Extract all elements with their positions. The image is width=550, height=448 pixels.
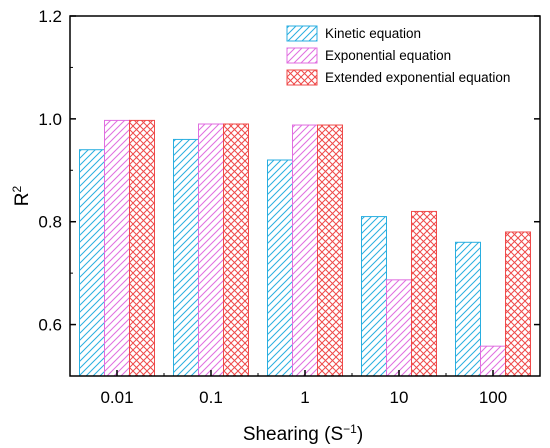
x-axis-title-superscript: −1 — [343, 422, 357, 436]
bar-exponential-equation-10 — [386, 279, 412, 377]
y-tick-label: 0.8 — [38, 213, 62, 232]
legend-label: Exponential equation — [325, 48, 451, 63]
y-axis-title-superscript: 2 — [10, 185, 24, 192]
bar-kinetic-equation-100 — [455, 241, 481, 377]
x-axis-title-suffix: ) — [357, 424, 363, 445]
y-tick-label: 0.6 — [38, 316, 62, 335]
legend-label: Kinetic equation — [325, 26, 421, 41]
x-axis: 0.01 0.1 1 10 100 — [100, 370, 507, 407]
bars-layer — [79, 119, 531, 377]
bar-extended-exponential-equation-0.01 — [129, 119, 155, 377]
x-tick-label: 10 — [390, 388, 409, 407]
y-axis-title: R2 — [10, 185, 33, 206]
bar-extended-exponential-equation-10 — [411, 210, 437, 377]
x-tick-label: 100 — [479, 388, 507, 407]
bar-exponential-equation-0.1 — [198, 123, 224, 377]
legend-swatch — [286, 69, 318, 86]
bar-kinetic-equation-1 — [267, 159, 293, 377]
y-axis: 0.6 0.8 1.0 1.2 — [38, 7, 540, 377]
x-axis-title: Shearing (S−1) — [243, 422, 363, 445]
y-axis-title-main: R — [12, 192, 33, 206]
legend-swatch — [286, 47, 318, 64]
bar-exponential-equation-0.01 — [104, 119, 130, 377]
bar-exponential-equation-1 — [292, 124, 318, 377]
legend-swatch — [286, 25, 318, 42]
bar-extended-exponential-equation-1 — [317, 124, 343, 377]
bar-kinetic-equation-0.1 — [173, 138, 199, 377]
bar-kinetic-equation-10 — [361, 216, 387, 377]
legend: Kinetic equation Exponential equation Exte… — [286, 25, 510, 86]
bar-kinetic-equation-0.01 — [79, 149, 105, 377]
bar-extended-exponential-equation-0.1 — [223, 123, 249, 377]
bar-extended-exponential-equation-100 — [505, 231, 531, 377]
x-tick-label: 1 — [300, 388, 309, 407]
legend-label: Extended exponential equation — [325, 70, 510, 85]
x-axis-title-main: Shearing (S — [243, 424, 343, 445]
x-tick-label: 0.1 — [199, 388, 223, 407]
x-tick-label: 0.01 — [100, 388, 133, 407]
y-tick-label: 1.2 — [38, 7, 62, 26]
y-tick-label: 1.0 — [38, 110, 62, 129]
